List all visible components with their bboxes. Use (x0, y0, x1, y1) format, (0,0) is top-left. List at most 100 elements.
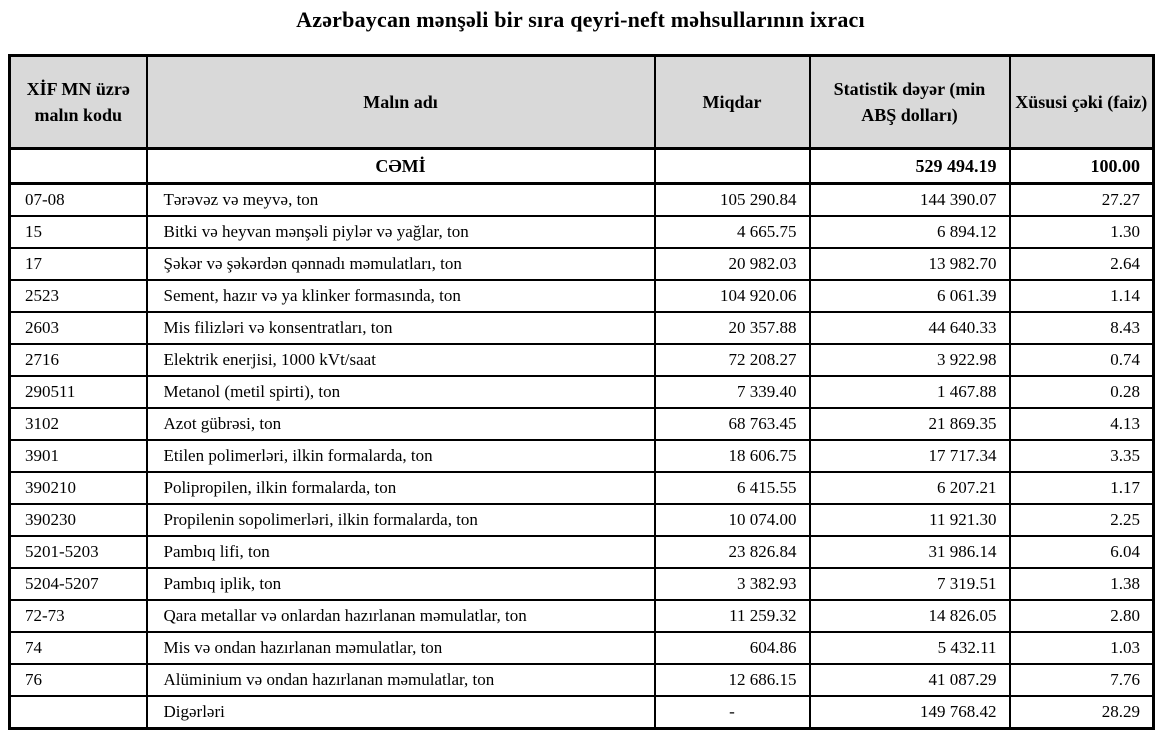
table-row: 290511 Metanol (metil spirti), ton 7 339… (8, 375, 1155, 409)
cell-value: 11 921.30 (808, 503, 1011, 537)
cell-share: 28.29 (1008, 695, 1155, 730)
cell-name: Digərləri (145, 695, 656, 730)
cell-share: 6.04 (1008, 535, 1155, 569)
cell-qty: 20 982.03 (653, 247, 811, 281)
table-header: XİF MN üzrə malın kodu Malın adı Miqdar … (8, 54, 1155, 150)
cell-value: 1 467.88 (808, 375, 1011, 409)
table-row: 74 Mis və ondan hazırlanan məmulatlar, t… (8, 631, 1155, 665)
cell-code: 5204-5207 (8, 567, 148, 601)
cell-share: 100.00 (1008, 147, 1155, 185)
cell-value: 17 717.34 (808, 439, 1011, 473)
cell-value: 529 494.19 (808, 147, 1011, 185)
table-row: 17 Şəkər və şəkərdən qənnadı məmulatları… (8, 247, 1155, 281)
table-body: CƏMİ 529 494.19 100.00 07-08 Tərəvəz və … (8, 147, 1155, 730)
cell-code: 72-73 (8, 599, 148, 633)
cell-name: Propilenin sopolimerləri, ilkin formalar… (145, 503, 656, 537)
header-cell-share: Xüsusi çəki (faiz) (1008, 54, 1155, 150)
cell-code: 76 (8, 663, 148, 697)
cell-code: 15 (8, 215, 148, 249)
table-row: 15 Bitki və heyvan mənşəli piylər və yağ… (8, 215, 1155, 249)
header-cell-qty: Miqdar (653, 54, 811, 150)
table-row: 390230 Propilenin sopolimerləri, ilkin f… (8, 503, 1155, 537)
cell-code: 390230 (8, 503, 148, 537)
cell-qty: 3 382.93 (653, 567, 811, 601)
cell-share: 4.13 (1008, 407, 1155, 441)
cell-qty: 72 208.27 (653, 343, 811, 377)
cell-qty: 10 074.00 (653, 503, 811, 537)
cell-code (8, 695, 148, 730)
cell-share: 2.64 (1008, 247, 1155, 281)
table-row: 76 Alüminium və ondan hazırlanan məmulat… (8, 663, 1155, 697)
header-cell-code: XİF MN üzrə malın kodu (8, 54, 148, 150)
page-title: Azərbaycan mənşəli bir sıra qeyri-neft m… (296, 7, 865, 32)
cell-qty: 23 826.84 (653, 535, 811, 569)
cell-share: 1.14 (1008, 279, 1155, 313)
cell-name: Sement, hazır və ya klinker formasında, … (145, 279, 656, 313)
cell-qty: 11 259.32 (653, 599, 811, 633)
cell-code (8, 147, 148, 185)
header-cell-name: Malın adı (145, 54, 656, 150)
cell-name: Etilen polimerləri, ilkin formalarda, to… (145, 439, 656, 473)
cell-value: 44 640.33 (808, 311, 1011, 345)
cell-name: Mis və ondan hazırlanan məmulatlar, ton (145, 631, 656, 665)
cell-name: Elektrik enerjisi, 1000 kVt/saat (145, 343, 656, 377)
cell-share: 1.03 (1008, 631, 1155, 665)
cell-qty: 604.86 (653, 631, 811, 665)
cell-code: 3102 (8, 407, 148, 441)
cell-value: 7 319.51 (808, 567, 1011, 601)
cell-name: Mis filizləri və konsentratları, ton (145, 311, 656, 345)
cell-qty (653, 147, 811, 185)
table-row: 2603 Mis filizləri və konsentratları, to… (8, 311, 1155, 345)
export-table: XİF MN üzrə malın kodu Malın adı Miqdar … (8, 54, 1155, 730)
cell-value: 6 207.21 (808, 471, 1011, 505)
cell-code: 74 (8, 631, 148, 665)
cell-qty: 12 686.15 (653, 663, 811, 697)
total-row: CƏMİ 529 494.19 100.00 (8, 147, 1155, 185)
cell-value: 41 087.29 (808, 663, 1011, 697)
cell-value: 144 390.07 (808, 182, 1011, 217)
cell-code: 17 (8, 247, 148, 281)
cell-value: 14 826.05 (808, 599, 1011, 633)
cell-code: 290511 (8, 375, 148, 409)
table-row: 3102 Azot gübrəsi, ton 68 763.45 21 869.… (8, 407, 1155, 441)
cell-code: 3901 (8, 439, 148, 473)
cell-code: 2716 (8, 343, 148, 377)
cell-code: 2523 (8, 279, 148, 313)
cell-share: 27.27 (1008, 182, 1155, 217)
cell-value: 6 894.12 (808, 215, 1011, 249)
cell-name: Alüminium və ondan hazırlanan məmulatlar… (145, 663, 656, 697)
cell-qty: 105 290.84 (653, 182, 811, 217)
cell-qty: 104 920.06 (653, 279, 811, 313)
cell-share: 7.76 (1008, 663, 1155, 697)
cell-value: 5 432.11 (808, 631, 1011, 665)
cell-value: 31 986.14 (808, 535, 1011, 569)
cell-code: 2603 (8, 311, 148, 345)
cell-name: Şəkər və şəkərdən qənnadı məmulatları, t… (145, 247, 656, 281)
cell-qty: - (653, 695, 811, 730)
header-row: XİF MN üzrə malın kodu Malın adı Miqdar … (8, 54, 1155, 150)
cell-share: 2.25 (1008, 503, 1155, 537)
cell-share: 1.38 (1008, 567, 1155, 601)
cell-code: 5201-5203 (8, 535, 148, 569)
header-cell-value: Statistik dəyər (min ABŞ dolları) (808, 54, 1011, 150)
cell-qty: 68 763.45 (653, 407, 811, 441)
cell-value: 21 869.35 (808, 407, 1011, 441)
cell-share: 8.43 (1008, 311, 1155, 345)
cell-share: 2.80 (1008, 599, 1155, 633)
cell-qty: 4 665.75 (653, 215, 811, 249)
cell-name: Polipropilen, ilkin formalarda, ton (145, 471, 656, 505)
cell-qty: 7 339.40 (653, 375, 811, 409)
cell-share: 1.17 (1008, 471, 1155, 505)
cell-code: 390210 (8, 471, 148, 505)
table-row: 2523 Sement, hazır və ya klinker forması… (8, 279, 1155, 313)
table-row: Digərləri - 149 768.42 28.29 (8, 695, 1155, 730)
table-row: 07-08 Tərəvəz və meyvə, ton 105 290.84 1… (8, 182, 1155, 217)
cell-name: Metanol (metil spirti), ton (145, 375, 656, 409)
table-row: 3901 Etilen polimerləri, ilkin formalard… (8, 439, 1155, 473)
cell-name: Pambıq lifi, ton (145, 535, 656, 569)
cell-qty: 20 357.88 (653, 311, 811, 345)
cell-name: Azot gübrəsi, ton (145, 407, 656, 441)
cell-share: 0.74 (1008, 343, 1155, 377)
cell-share: 1.30 (1008, 215, 1155, 249)
cell-value: 13 982.70 (808, 247, 1011, 281)
